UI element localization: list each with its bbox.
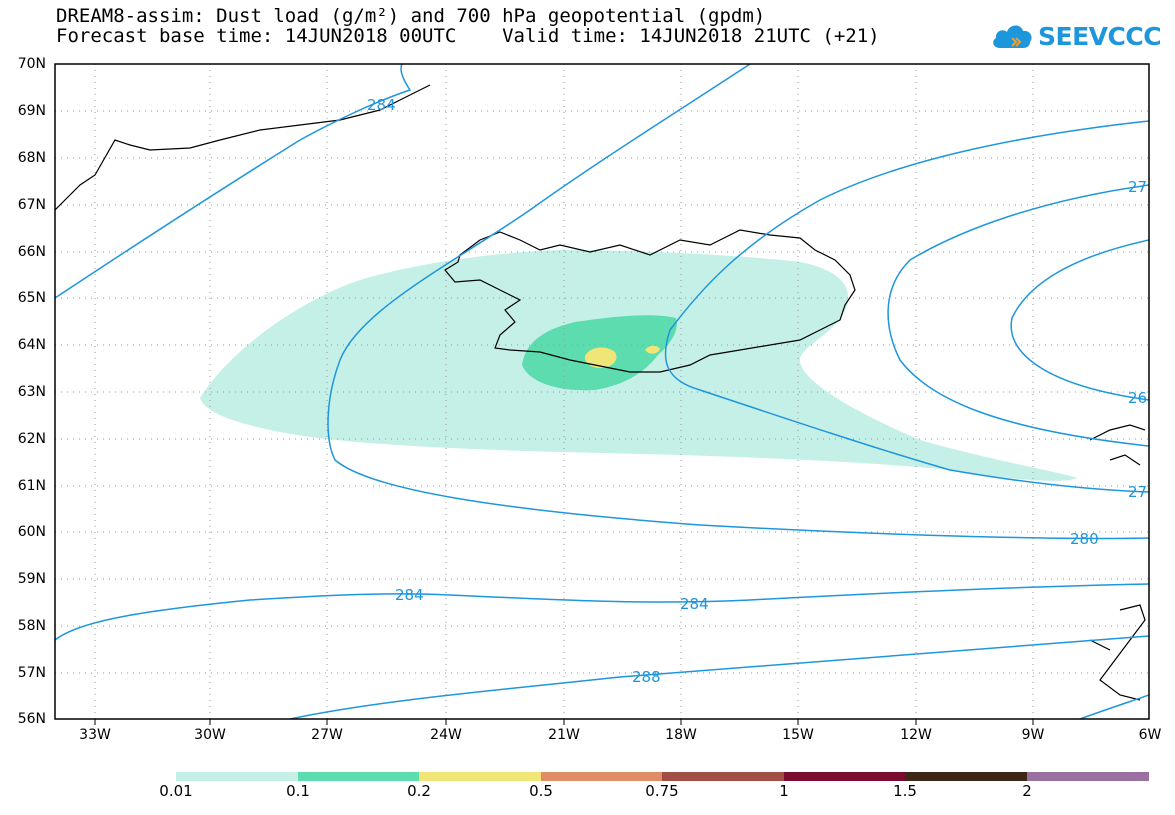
lat-label: 69N	[17, 103, 46, 119]
lon-label: 30W	[194, 727, 226, 743]
lat-label: 57N	[17, 665, 46, 681]
lon-label: 33W	[79, 727, 111, 743]
lon-label: 18W	[665, 727, 697, 743]
contour-label: 288	[632, 668, 661, 686]
colorbar-label: 1	[779, 782, 789, 800]
lon-label: 9W	[1021, 727, 1045, 743]
contour-label: 26	[1128, 389, 1147, 407]
lat-label: 67N	[17, 197, 46, 213]
colorbar-segment	[905, 772, 1027, 781]
colorbar-segment	[1027, 772, 1149, 781]
colorbar-label: 0.5	[529, 782, 553, 800]
colorbar-segment	[784, 772, 905, 781]
colorbar-label: 0.1	[286, 782, 310, 800]
lat-label: 59N	[17, 571, 46, 587]
map-frame	[54, 63, 1150, 720]
lat-label: 70N	[17, 56, 46, 72]
lon-label: 6W	[1138, 727, 1162, 743]
colorbar-segment	[176, 772, 298, 781]
lat-label: 61N	[17, 478, 46, 494]
lat-label: 68N	[17, 150, 46, 166]
lon-label: 15W	[782, 727, 814, 743]
lon-label: 24W	[430, 727, 462, 743]
contour-label: 284	[367, 96, 396, 114]
lon-label: 12W	[900, 727, 932, 743]
contour-label: 27	[1128, 483, 1147, 501]
colorbar-segment	[541, 772, 662, 781]
lat-label: 56N	[17, 711, 46, 727]
cloud-icon	[993, 25, 1032, 48]
colorbar-label: 0.75	[645, 782, 679, 800]
coastlines	[55, 84, 1146, 701]
colorbar-label: 1.5	[893, 782, 917, 800]
logo-text: SEEVCCC	[1038, 21, 1162, 51]
colorbar-segment	[662, 772, 784, 781]
contour-label: 27	[1128, 178, 1147, 196]
lat-label: 66N	[17, 244, 46, 260]
seevccc-logo: SEEVCCC	[990, 18, 1162, 54]
contour-label: 284	[680, 595, 709, 613]
colorbar-segment	[298, 772, 419, 781]
lat-label: 63N	[17, 384, 46, 400]
lat-label: 58N	[17, 618, 46, 634]
lat-label: 60N	[17, 524, 46, 540]
map-subtitle: Forecast base time: 14JUN2018 00UTC Vali…	[56, 25, 880, 47]
colorbar-label: 0.01	[159, 782, 193, 800]
contour-label: 280	[1070, 530, 1099, 548]
geopotential-contours	[55, 64, 1149, 719]
lat-label: 64N	[17, 337, 46, 353]
contour-label: 284	[395, 586, 424, 604]
colorbar-label: 0.2	[407, 782, 431, 800]
colorbar-segment	[419, 772, 541, 781]
lat-label: 62N	[17, 431, 46, 447]
lon-label: 21W	[548, 727, 580, 743]
dust-area-high	[584, 345, 660, 368]
colorbar-label: 2	[1022, 782, 1032, 800]
map-title: DREAM8-assim: Dust load (g/m²) and 700 h…	[56, 5, 766, 27]
lat-label: 65N	[17, 290, 46, 306]
lon-label: 27W	[311, 727, 343, 743]
